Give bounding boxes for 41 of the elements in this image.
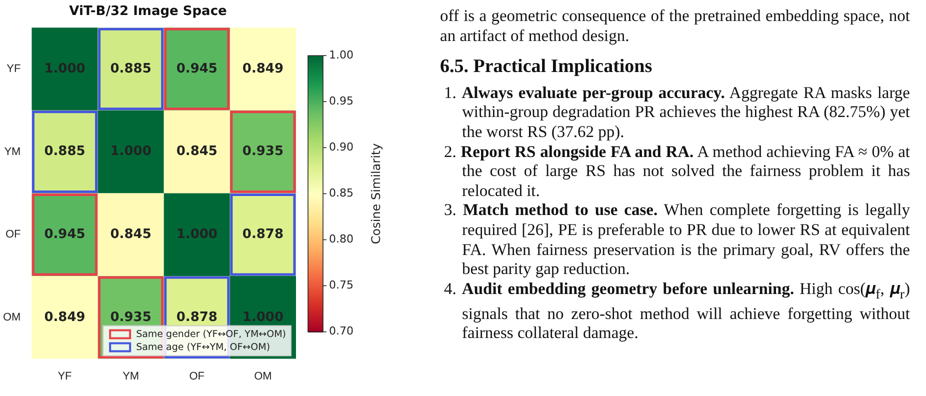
text: 1. Always evaluate per-group accuracy. Aggregate RA masks large within-group degradation PR achieves the highest RA (82.75%) yet the worst RS (37.62 pp).	[443, 82, 910, 142]
data-label: 0.945	[176, 61, 218, 76]
data-label: 0.935	[242, 144, 284, 160]
text: 6.5. Practical Implications	[440, 56, 654, 78]
data-label: 0.878	[242, 226, 284, 242]
data-label: 0.878	[176, 310, 218, 325]
x-tick-label: YF	[58, 370, 72, 382]
color-bar-label: 0.70	[329, 324, 354, 338]
legend-label: Same age (YF↔YM, OF↔OM)	[136, 342, 270, 353]
data-label: 1.000	[44, 61, 86, 76]
chart-title: ViT-B/32 Image Space	[69, 4, 228, 20]
y-tick-label: OF	[5, 228, 21, 241]
color-bar-label: 1.00	[329, 48, 354, 62]
x-tick-label: YM	[122, 370, 140, 382]
data-label: 0.935	[110, 310, 152, 325]
text: 4. Audit embedding geometry before unlearning. High cos(𝝁$_{f}$, 𝝁$_{r}$) signals that no zero-shot method will achieve forgetting without fairness collateral damage.	[444, 278, 910, 342]
data-label: 0.885	[44, 144, 86, 160]
data-label: 0.845	[176, 144, 218, 160]
text: 2. Report RS alongside FA and RA. A method achieving FA ≈ 0% at the cost of large RS has not solved the fairness problem it has relocated it.	[443, 142, 910, 200]
text: 3. Match method to use case. When complete forgetting is legally required [26], PE is preferable to PR due to lower RS at equivalent FA. When fairness preservation is the primary goal, RV offers the best parity gap reduction.	[443, 200, 910, 279]
color-bar-label: 0.85	[329, 186, 354, 200]
data-label: 0.885	[110, 61, 152, 76]
data-label: 0.849	[242, 61, 284, 76]
color-bar-label: 0.80	[329, 232, 354, 246]
data-label: 1.000	[176, 226, 218, 242]
color-bar-label: 0.90	[329, 140, 354, 154]
data-label: 1.000	[242, 310, 284, 325]
y-tick-label: YM	[4, 146, 21, 158]
y-tick-label: YF	[6, 63, 21, 76]
data-label: 0.849	[44, 310, 86, 325]
data-label: 0.945	[44, 226, 86, 242]
legend-label: Same gender (YF↔OF, YM↔OM)	[136, 328, 286, 340]
text: off is a geometric consequence of the pretrained embedding space, not an artifact of method design.	[440, 6, 910, 46]
x-tick-label: OF	[189, 370, 205, 382]
color-bar-label: 0.95	[329, 94, 354, 108]
color-bar-title: Cosine Similarity	[369, 143, 384, 244]
color-bar-label: 0.75	[329, 278, 354, 292]
data-label: 0.845	[110, 226, 152, 242]
y-tick-label: OM	[2, 311, 21, 324]
x-tick-label: OM	[254, 370, 272, 382]
data-label: 1.000	[110, 144, 152, 160]
